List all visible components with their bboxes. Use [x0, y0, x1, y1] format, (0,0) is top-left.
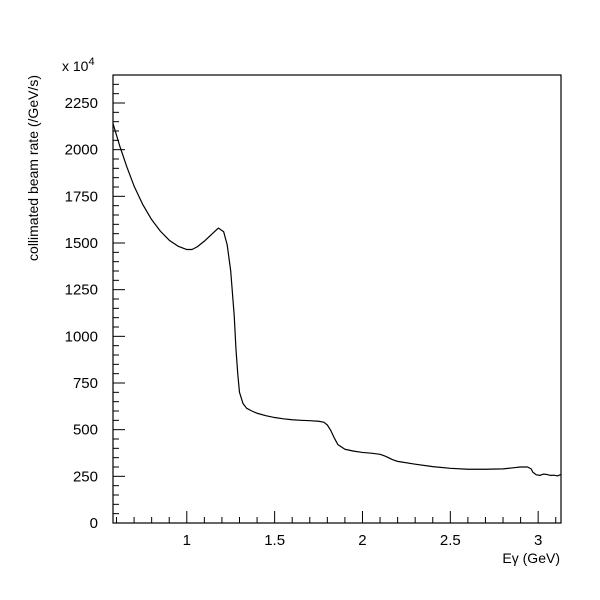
y-tick-label: 250 — [73, 468, 98, 485]
x-axis-title: Eγ (GeV) — [502, 550, 560, 566]
y-tick-label: 1500 — [65, 235, 98, 252]
y-tick-label: 500 — [73, 422, 98, 439]
y-tick-label: 2250 — [65, 95, 98, 112]
x-tick-label: 1 — [183, 532, 191, 549]
y-tick-label: 1750 — [65, 188, 98, 205]
y-tick-label: 750 — [73, 375, 98, 392]
y-axis-tick-labels: 0 250 500 750 1000 1250 1500 1750 2000 2250 — [65, 95, 98, 532]
x-tick-label: 3 — [534, 532, 542, 549]
y-multiplier-label: x 104 — [62, 56, 95, 74]
x-axis-ticks — [116, 511, 557, 523]
x-tick-label: 2 — [358, 532, 366, 549]
y-axis-title: collimated beam rate (/GeV/s) — [25, 75, 41, 261]
x-axis-tick-labels: 1 1.5 2 2.5 3 — [183, 532, 543, 549]
y-multiplier-base: x 10 — [62, 58, 89, 74]
y-tick-label: 1000 — [65, 328, 98, 345]
y-tick-label: 1250 — [65, 282, 98, 299]
y-tick-label: 2000 — [65, 142, 98, 159]
series-line — [112, 123, 562, 477]
plot-frame — [112, 74, 562, 524]
y-multiplier-exponent: 4 — [88, 56, 94, 68]
y-tick-label: 0 — [90, 515, 98, 532]
x-tick-label: 1.5 — [264, 532, 285, 549]
x-tick-label: 2.5 — [440, 532, 461, 549]
